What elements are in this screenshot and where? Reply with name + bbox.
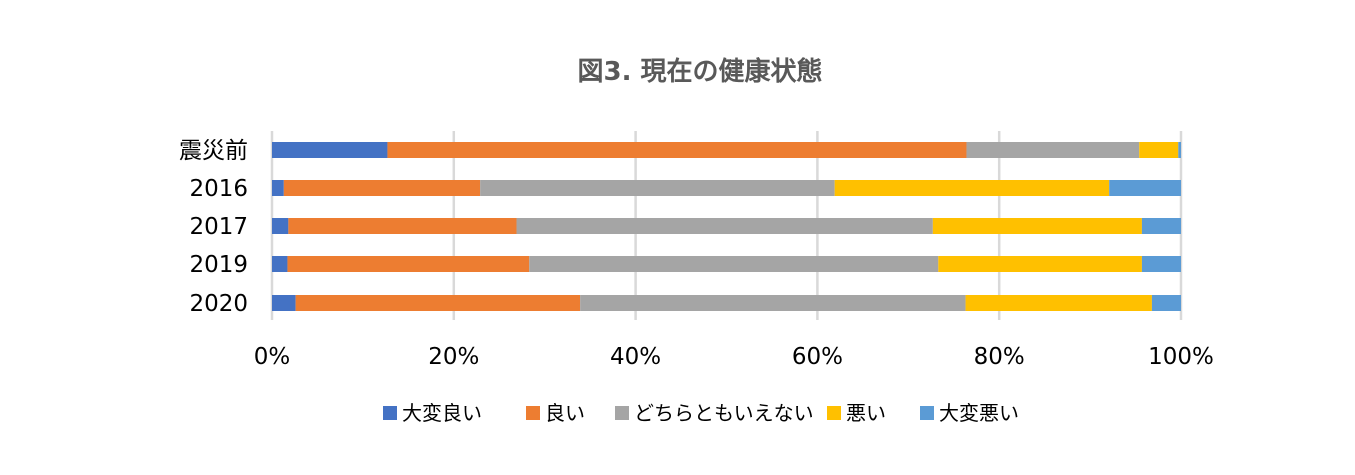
bar-segment bbox=[516, 218, 933, 234]
category-label: 2016 bbox=[189, 176, 248, 202]
bar-segment bbox=[1109, 180, 1181, 196]
bar-segment bbox=[1139, 142, 1179, 158]
category-label: 2017 bbox=[189, 214, 248, 240]
category-label: 2020 bbox=[189, 291, 248, 317]
bar-segment bbox=[938, 256, 1142, 272]
bar-segment bbox=[272, 256, 288, 272]
legend-swatch bbox=[526, 406, 540, 420]
bar-segment bbox=[272, 295, 296, 311]
bar-segment bbox=[529, 256, 939, 272]
legend-swatch bbox=[615, 406, 629, 420]
x-tick-label: 0% bbox=[254, 344, 291, 370]
bar-segment bbox=[288, 218, 517, 234]
x-tick-label: 20% bbox=[428, 344, 479, 370]
category-labels: 震災前 2016 2017 2019 2020 bbox=[179, 138, 248, 317]
bar-segment bbox=[932, 218, 1142, 234]
bar-segment bbox=[834, 180, 1110, 196]
x-tick-label: 80% bbox=[974, 344, 1025, 370]
x-tick-labels: 0% 20% 40% 60% 80% 100% bbox=[254, 344, 1214, 370]
bar-segment bbox=[480, 180, 835, 196]
legend-swatch bbox=[827, 406, 841, 420]
legend-label: 悪い bbox=[846, 401, 886, 425]
legend: 大変良い 良い どちらともいえない 悪い 大変悪い bbox=[383, 401, 1019, 425]
bar-segment bbox=[287, 256, 530, 272]
chart-title: 図3. 現在の健康状態 bbox=[577, 56, 822, 87]
bars bbox=[272, 142, 1181, 311]
x-tick-label: 100% bbox=[1148, 344, 1214, 370]
category-label: 震災前 bbox=[179, 138, 248, 164]
category-label: 2019 bbox=[189, 252, 248, 278]
legend-label: 良い bbox=[545, 401, 585, 425]
x-tick-label: 40% bbox=[610, 344, 661, 370]
bar-segment bbox=[1141, 256, 1181, 272]
legend-label: どちらともいえない bbox=[634, 401, 814, 425]
bar-segment bbox=[272, 180, 284, 196]
x-tick-label: 60% bbox=[792, 344, 843, 370]
bar-segment bbox=[580, 295, 966, 311]
legend-swatch bbox=[920, 406, 934, 420]
legend-swatch bbox=[383, 406, 397, 420]
bar-segment bbox=[965, 295, 1152, 311]
bar-segment bbox=[966, 142, 1140, 158]
bar-segment bbox=[272, 142, 388, 158]
bar-segment bbox=[1178, 142, 1181, 158]
bar-segment bbox=[1141, 218, 1181, 234]
bar-segment bbox=[387, 142, 967, 158]
bar-segment bbox=[295, 295, 581, 311]
bar-segment bbox=[272, 218, 289, 234]
legend-label: 大変悪い bbox=[939, 401, 1019, 425]
bar-segment bbox=[1151, 295, 1181, 311]
legend-label: 大変良い bbox=[402, 401, 482, 425]
bar-segment bbox=[283, 180, 481, 196]
